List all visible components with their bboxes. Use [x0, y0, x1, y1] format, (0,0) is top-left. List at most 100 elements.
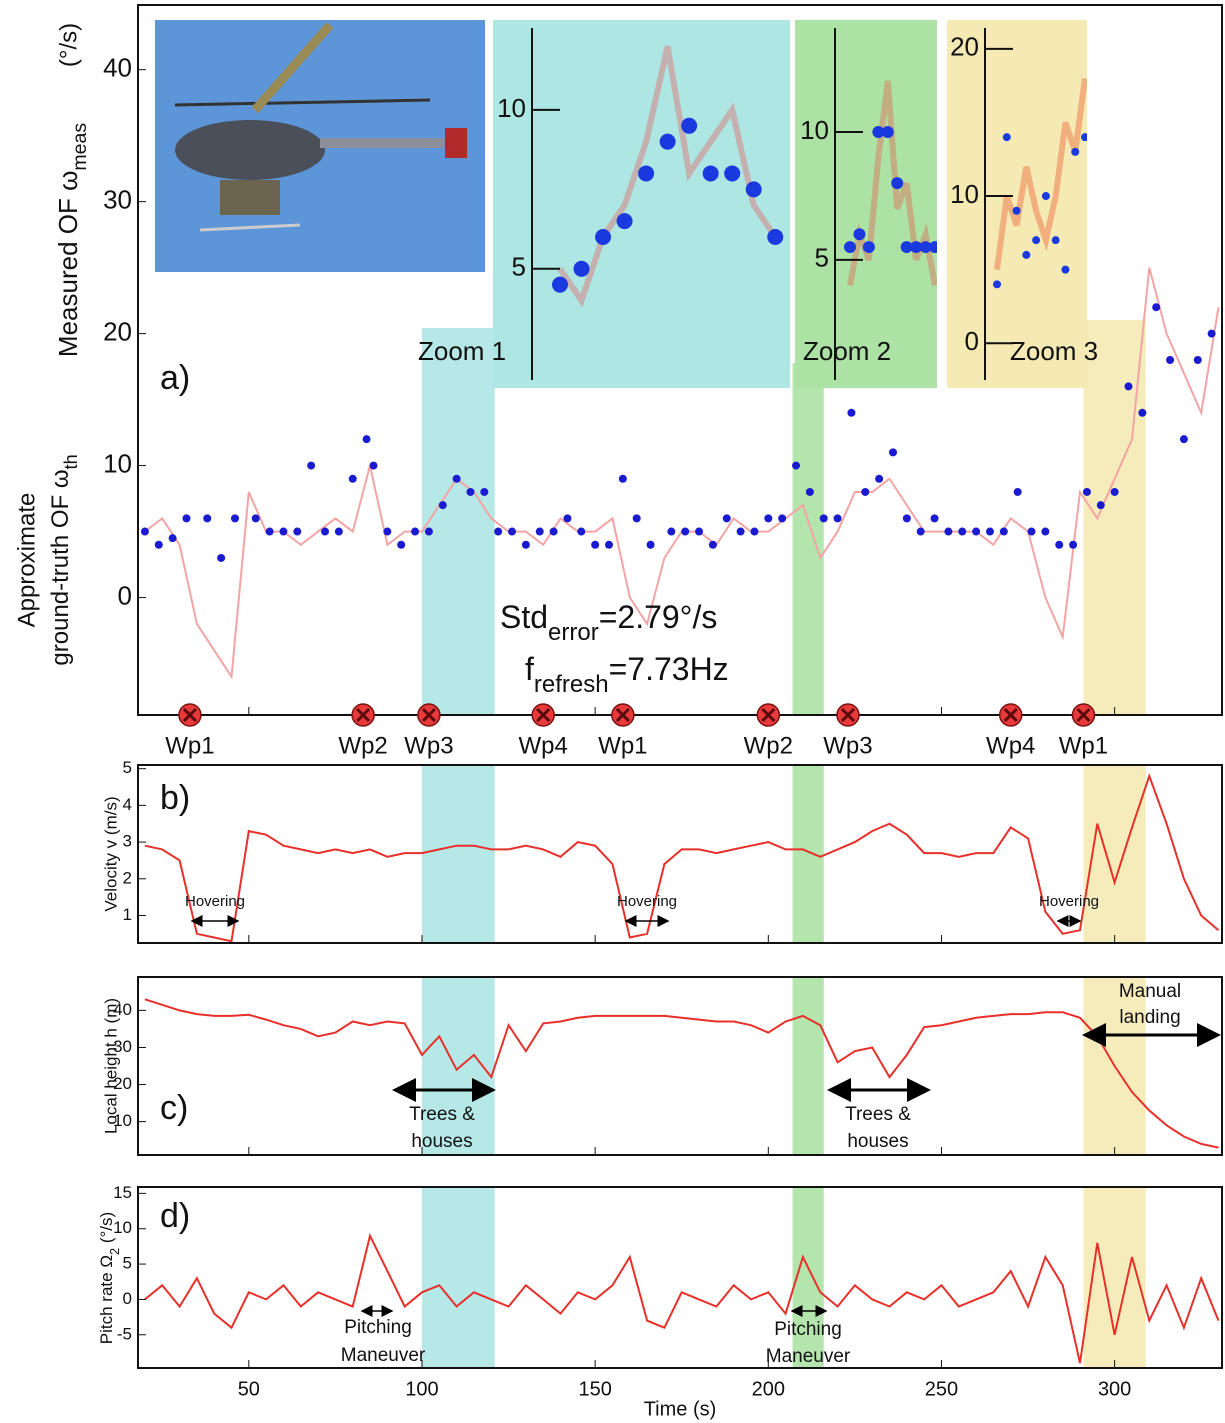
data-point — [573, 260, 590, 277]
x-tick-label: 50 — [238, 1378, 260, 1400]
plot-series — [844, 80, 937, 286]
data-point — [916, 527, 925, 536]
y-tick-label: 30 — [113, 1037, 132, 1056]
highlight-band — [792, 1187, 824, 1368]
y-axis-title-2: Approximate — [13, 493, 40, 628]
data-point — [724, 165, 741, 182]
tail — [445, 128, 467, 158]
data-point — [452, 474, 461, 483]
data-point — [919, 241, 932, 254]
waypoint-label: Wp3 — [823, 732, 872, 759]
rotor-blade — [251, 22, 334, 113]
data-point — [154, 540, 163, 549]
data-point — [279, 527, 288, 536]
annotation: Hovering — [1039, 893, 1099, 910]
plot-frame — [137, 4, 1223, 716]
data-point — [182, 514, 191, 523]
y-axis-title: Pitch rate Ω2 (°/s) — [97, 1212, 121, 1344]
y-tick-label: 3 — [123, 832, 132, 851]
data-point — [321, 527, 330, 536]
data-point — [1012, 206, 1021, 215]
data-point — [1110, 487, 1119, 496]
plot-series — [993, 77, 1087, 289]
data-point — [875, 474, 884, 483]
tail-boom — [320, 138, 450, 148]
data-point — [767, 229, 784, 246]
data-point — [681, 527, 690, 536]
waypoint-cross — [536, 707, 551, 723]
data-point — [1193, 356, 1202, 364]
data-point — [618, 474, 627, 483]
data-point — [861, 487, 870, 496]
data-point — [203, 514, 212, 523]
data-point — [168, 534, 177, 543]
data-point — [508, 527, 517, 536]
data-point — [411, 527, 420, 536]
panel-label: c) — [160, 1089, 188, 1127]
data-point — [736, 527, 745, 536]
x-tick-label: 100 — [405, 1378, 438, 1400]
data-point — [140, 527, 149, 536]
waypoint-label: Wp1 — [598, 732, 647, 759]
plot-frame — [137, 764, 1223, 944]
y-axis-title: Velocity v (m/s) — [101, 796, 120, 911]
annotation: houses — [847, 1131, 908, 1152]
data-point — [1032, 236, 1041, 245]
highlight-band — [1083, 320, 1146, 715]
data-point — [307, 461, 316, 470]
data-point — [1082, 487, 1091, 496]
stat-annotation-sub: refresh — [534, 671, 609, 698]
waypoint-label: Wp4 — [986, 732, 1035, 759]
data-point — [1071, 147, 1080, 156]
y-axis-title-sub: meas — [69, 123, 91, 171]
data-point — [722, 514, 731, 523]
data-point — [1061, 265, 1070, 274]
y-tick-label: -5 — [117, 1324, 132, 1343]
plot-series — [552, 45, 784, 308]
data-point — [369, 461, 378, 470]
data-point — [1069, 540, 1078, 549]
data-point — [1027, 527, 1036, 536]
data-point — [681, 117, 698, 134]
y-axis-unit: (°/s) — [55, 23, 82, 67]
waypoint-label: Wp1 — [165, 732, 214, 759]
data-point — [764, 514, 773, 523]
inset-background — [493, 20, 790, 388]
data-point — [591, 540, 600, 549]
x-tick-label: 200 — [752, 1378, 785, 1400]
y-tick-label: 10 — [497, 93, 526, 123]
data-point — [985, 527, 994, 536]
y-tick-label: 5 — [123, 1254, 132, 1273]
data-point — [251, 514, 260, 523]
y-tick-label: 0 — [123, 1289, 132, 1308]
skid — [199, 223, 301, 232]
stat-annotation-base: Std — [500, 599, 548, 635]
plot-frame — [137, 1186, 1223, 1369]
data-point — [632, 514, 641, 523]
data-point — [702, 165, 719, 182]
y-tick-label: 5 — [123, 758, 132, 777]
y-tick-label: 10 — [113, 1111, 132, 1130]
y-axis-title-2-sub: th — [61, 454, 81, 469]
annotation: Hovering — [185, 893, 245, 910]
data-point — [1041, 527, 1050, 536]
data-point — [494, 527, 503, 536]
plot-series — [144, 998, 1219, 1149]
data-point — [844, 241, 856, 254]
plot-frame — [137, 976, 1223, 1156]
y-tick-label: 0 — [118, 580, 132, 610]
annotation: Maneuver — [341, 1345, 426, 1366]
data-point — [891, 177, 904, 190]
data-point — [853, 228, 866, 241]
waypoint-cross — [615, 707, 630, 723]
data-line — [144, 1232, 1220, 1364]
highlight-band — [421, 328, 495, 715]
data-point — [1138, 408, 1147, 417]
data-point — [646, 540, 655, 549]
waypoint-cross — [356, 707, 371, 723]
annotation: Pitching — [774, 1319, 842, 1340]
highlight-band — [1083, 765, 1146, 943]
data-point — [695, 527, 704, 536]
data-point — [888, 448, 897, 457]
data-line — [557, 45, 778, 308]
